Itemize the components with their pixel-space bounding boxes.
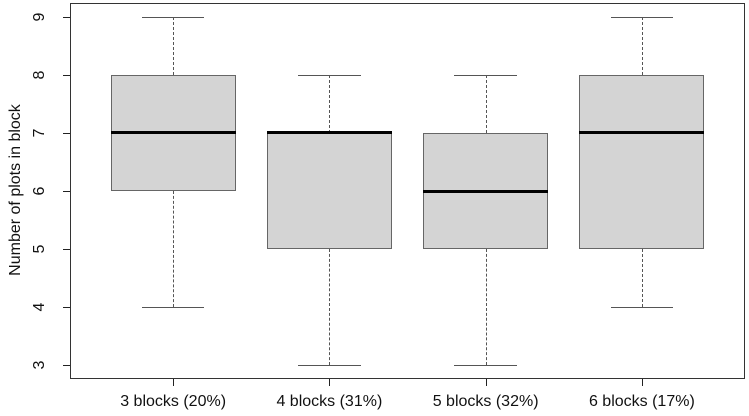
x-axis-tick xyxy=(485,379,487,386)
upper-whisker xyxy=(329,74,331,133)
y-axis-title: Number of plots in block xyxy=(7,104,24,276)
x-category-label: 5 blocks (32%) xyxy=(432,393,539,410)
y-tick-label: 6 xyxy=(31,186,48,196)
upper-whisker-cap xyxy=(141,16,205,18)
median-line xyxy=(579,131,705,135)
lower-whisker xyxy=(329,249,331,366)
y-axis-tick xyxy=(63,132,70,134)
iqr-box xyxy=(266,132,392,250)
upper-whisker-cap xyxy=(610,16,674,18)
y-axis-tick xyxy=(63,307,70,309)
lower-whisker-cap xyxy=(454,365,517,367)
x-category-label: 6 blocks (17%) xyxy=(588,393,695,410)
y-tick-label: 8 xyxy=(31,70,48,80)
x-axis-tick xyxy=(641,379,643,386)
lower-whisker-cap xyxy=(610,307,674,309)
y-axis-tick xyxy=(63,365,70,367)
x-axis-tick xyxy=(329,379,331,386)
upper-whisker-cap xyxy=(298,74,361,76)
y-tick-label: 4 xyxy=(31,302,48,312)
lower-whisker-cap xyxy=(298,365,361,367)
median-line xyxy=(266,131,392,135)
y-axis-tick xyxy=(63,74,70,76)
x-category-label: 4 blocks (31%) xyxy=(276,393,383,410)
x-axis-tick xyxy=(173,379,175,386)
y-axis-tick xyxy=(63,16,70,18)
x-category-label: 3 blocks (20%) xyxy=(120,393,227,410)
median-line xyxy=(110,131,236,135)
iqr-box xyxy=(579,74,705,249)
y-tick-label: 3 xyxy=(31,360,48,370)
lower-whisker xyxy=(173,191,175,308)
upper-whisker xyxy=(485,74,487,133)
upper-whisker-cap xyxy=(454,74,517,76)
median-line xyxy=(423,189,549,193)
y-tick-label: 9 xyxy=(31,12,48,22)
lower-whisker xyxy=(485,249,487,366)
y-tick-label: 5 xyxy=(31,244,48,254)
y-tick-label: 7 xyxy=(31,128,48,138)
upper-whisker xyxy=(641,16,643,75)
upper-whisker xyxy=(173,16,175,75)
y-axis-tick xyxy=(63,191,70,192)
lower-whisker-cap xyxy=(141,307,205,309)
lower-whisker xyxy=(641,249,643,308)
y-axis-tick xyxy=(63,249,70,251)
